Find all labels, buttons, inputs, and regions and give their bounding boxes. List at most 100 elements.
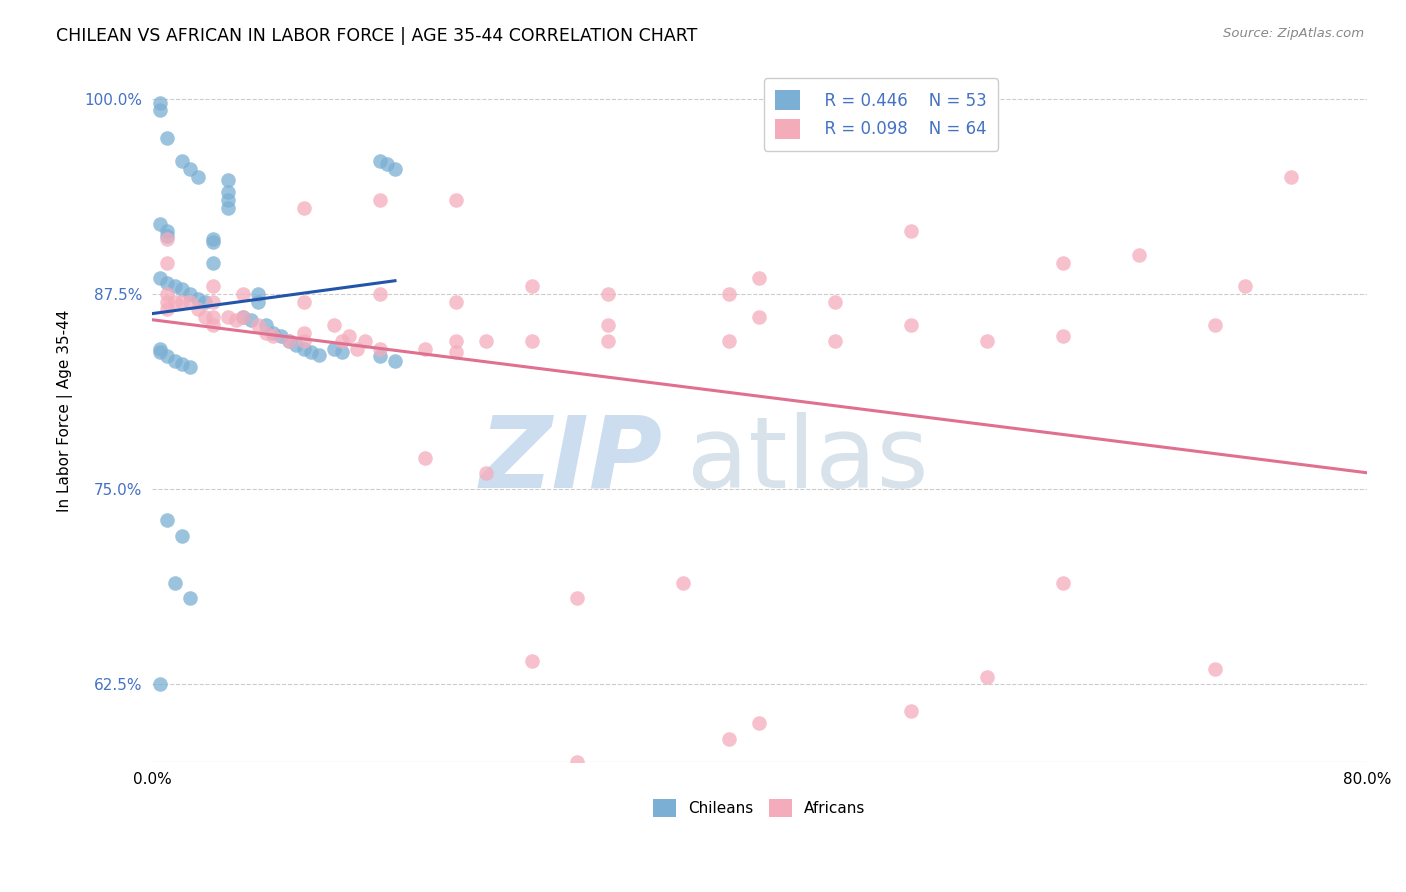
Point <box>330 334 353 348</box>
Point <box>201 235 224 250</box>
Point <box>263 326 285 340</box>
Point <box>156 302 179 317</box>
Point <box>149 677 172 691</box>
Point <box>368 342 391 356</box>
Point <box>201 318 224 332</box>
Point <box>824 294 846 309</box>
Point <box>156 294 179 309</box>
Point <box>201 232 224 246</box>
Text: atlas: atlas <box>686 412 928 508</box>
Point <box>596 334 619 348</box>
Point <box>1052 255 1074 269</box>
Point <box>149 342 172 356</box>
Point <box>187 302 209 317</box>
Point <box>172 357 194 371</box>
Point <box>156 224 179 238</box>
Point <box>179 360 201 375</box>
Point <box>163 575 186 590</box>
Point <box>263 329 285 343</box>
Point <box>232 310 254 325</box>
Point <box>384 354 406 368</box>
Point <box>444 344 467 359</box>
Point <box>149 217 172 231</box>
Point <box>718 286 741 301</box>
Point <box>1204 318 1226 332</box>
Point <box>330 344 353 359</box>
Point <box>149 344 172 359</box>
Point <box>270 329 292 343</box>
Point <box>748 716 770 731</box>
Point <box>179 294 201 309</box>
Point <box>1052 329 1074 343</box>
Point <box>285 338 308 352</box>
Point <box>254 318 277 332</box>
Point <box>596 318 619 332</box>
Point <box>301 344 323 359</box>
Point <box>368 193 391 207</box>
Point <box>194 310 217 325</box>
Point <box>748 310 770 325</box>
Point <box>247 318 270 332</box>
Point <box>156 130 179 145</box>
Point <box>718 334 741 348</box>
Point <box>172 294 194 309</box>
Point <box>596 286 619 301</box>
Point <box>900 224 922 238</box>
Point <box>444 294 467 309</box>
Point <box>156 349 179 363</box>
Y-axis label: In Labor Force | Age 35-44: In Labor Force | Age 35-44 <box>58 310 73 512</box>
Point <box>149 271 172 285</box>
Point <box>415 450 437 465</box>
Point <box>323 318 346 332</box>
Point <box>194 294 217 309</box>
Point <box>718 731 741 746</box>
Point <box>444 193 467 207</box>
Point <box>232 286 254 301</box>
Point <box>368 286 391 301</box>
Point <box>475 334 498 348</box>
Point <box>217 201 239 215</box>
Point <box>201 279 224 293</box>
Legend: Chileans, Africans: Chileans, Africans <box>645 791 873 825</box>
Point <box>292 342 315 356</box>
Point <box>217 193 239 207</box>
Point <box>1128 248 1150 262</box>
Point <box>1204 662 1226 676</box>
Point <box>232 310 254 325</box>
Point <box>247 286 270 301</box>
Point <box>1234 279 1257 293</box>
Point <box>217 310 239 325</box>
Point <box>748 271 770 285</box>
Point <box>292 294 315 309</box>
Point <box>415 342 437 356</box>
Point <box>254 326 277 340</box>
Point <box>156 286 179 301</box>
Point <box>156 232 179 246</box>
Point <box>520 654 543 668</box>
Point <box>179 591 201 606</box>
Point <box>718 802 741 816</box>
Point <box>377 157 399 171</box>
Point <box>277 334 299 348</box>
Point <box>172 282 194 296</box>
Point <box>156 229 179 244</box>
Point <box>149 96 172 111</box>
Point <box>824 334 846 348</box>
Point <box>225 313 247 327</box>
Point <box>156 276 179 290</box>
Point <box>444 334 467 348</box>
Point <box>247 294 270 309</box>
Point <box>201 310 224 325</box>
Point <box>179 161 201 176</box>
Point <box>368 154 391 169</box>
Point <box>384 161 406 176</box>
Point <box>353 334 375 348</box>
Text: ZIP: ZIP <box>479 412 662 508</box>
Point <box>339 329 361 343</box>
Point <box>156 255 179 269</box>
Text: Source: ZipAtlas.com: Source: ZipAtlas.com <box>1223 27 1364 40</box>
Point <box>156 513 179 527</box>
Point <box>1279 169 1302 184</box>
Point <box>163 294 186 309</box>
Point <box>346 342 368 356</box>
